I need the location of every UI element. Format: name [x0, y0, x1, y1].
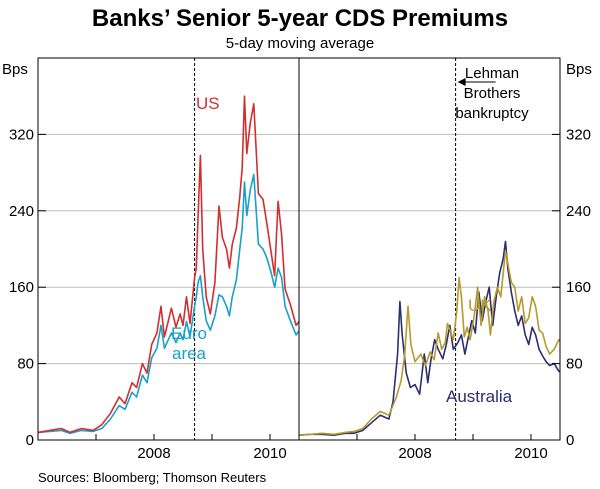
- series-label-australia: Australia: [446, 387, 513, 406]
- lehman-label-line-0: Lehman: [465, 65, 519, 82]
- plot-frame-left: [37, 57, 300, 441]
- lehman-label-line-2: bankruptcy: [455, 105, 529, 122]
- series-label-euro-area-line-0: Euro: [171, 324, 207, 343]
- y-unit-left: Bps: [2, 61, 28, 78]
- series-euro-area-line: [38, 173, 299, 435]
- ytick-label-left-0: 0: [26, 432, 34, 449]
- lehman-arrow-head: [457, 78, 466, 86]
- series-label-uk: UK: [468, 296, 492, 315]
- xtick-label-left-2010: 2010: [253, 445, 286, 462]
- event-line-group: Lehman Brothers bankruptcy: [194, 58, 529, 440]
- ytick-label-right-0: 0: [566, 432, 574, 449]
- axis-ticks: [38, 133, 560, 440]
- ytick-label-left-240: 240: [9, 203, 34, 220]
- y-tick-labels: 0 0 80 80 160 160 240 240 320 320: [9, 126, 591, 449]
- lehman-label-line-1: Brothers: [464, 85, 521, 102]
- xtick-label-right-2010: 2010: [514, 445, 547, 462]
- ytick-label-left-320: 320: [9, 126, 34, 143]
- series-layer: [38, 95, 560, 437]
- gridlines-right: [299, 133, 560, 365]
- xtick-label-left-2008: 2008: [137, 445, 170, 462]
- ytick-label-right-320: 320: [566, 126, 591, 143]
- chart-subtitle: 5-day moving average: [226, 35, 374, 52]
- series-label-euro-area-line-1: area: [172, 344, 207, 363]
- ytick-label-right-160: 160: [566, 279, 591, 296]
- ytick-label-right-80: 80: [566, 356, 583, 373]
- x-tick-labels: 2008 2010 2008 2010: [137, 445, 547, 462]
- xtick-label-right-2008: 2008: [398, 445, 431, 462]
- source-note: Sources: Bloomberg; Thomson Reuters: [38, 470, 267, 485]
- series-label-us: US: [196, 94, 220, 113]
- series-uk-line: [299, 250, 560, 436]
- y-unit-right: Bps: [566, 61, 592, 78]
- series-australia-line: [299, 240, 560, 437]
- gridlines-left: [38, 133, 299, 365]
- ytick-label-left-80: 80: [17, 356, 34, 373]
- ytick-label-right-240: 240: [566, 203, 591, 220]
- chart-title: Banks’ Senior 5-year CDS Premiums: [92, 5, 508, 32]
- plot-frame-right: [298, 57, 561, 441]
- series-us-line: [38, 95, 299, 434]
- ytick-label-left-160: 160: [9, 279, 34, 296]
